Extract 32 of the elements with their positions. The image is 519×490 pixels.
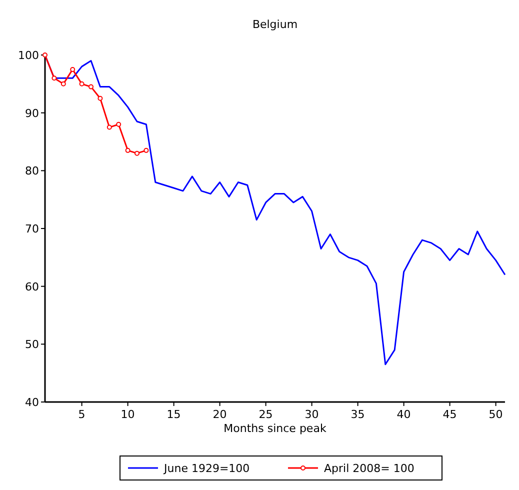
y-tick-label: 100 (18, 49, 39, 62)
x-tick-label: 10 (120, 408, 135, 421)
y-tick-label: 50 (25, 338, 39, 352)
x-tick-label: 5 (78, 408, 86, 421)
point (106, 124, 112, 130)
x-tick-label: 15 (166, 408, 181, 421)
point (98, 96, 103, 101)
point (116, 122, 122, 127)
x-tick-label: 35 (350, 408, 365, 421)
x-tick-label: 50 (488, 408, 503, 421)
legend-label: June 1929=100 (163, 462, 250, 475)
y-tick-label: 40 (25, 396, 39, 409)
y-tick-label: 80 (25, 164, 39, 178)
legend-label: April 2008= 100 (324, 462, 414, 475)
point (70, 66, 76, 72)
x-tick-label: 25 (258, 408, 273, 421)
point (125, 148, 130, 153)
x-axis-title: Months since peak (224, 422, 327, 435)
point (134, 150, 140, 156)
x-tick-label: 20 (212, 408, 227, 421)
chart-title: Belgium (252, 18, 298, 31)
y-tick-label: 90 (25, 106, 39, 120)
point (144, 148, 149, 153)
point (60, 81, 66, 86)
y-tick-label: 60 (25, 280, 39, 294)
point (79, 81, 84, 86)
x-tick-label: 40 (396, 408, 411, 421)
x-tick-label: 30 (304, 408, 319, 421)
y-tick-label: 70 (25, 222, 39, 236)
x-tick-label: 45 (442, 408, 457, 421)
point (52, 76, 57, 81)
point (88, 84, 94, 90)
